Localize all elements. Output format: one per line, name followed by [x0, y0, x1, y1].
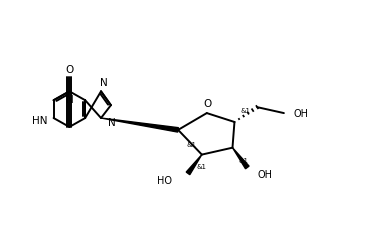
- Text: O: O: [204, 99, 212, 109]
- Text: N: N: [108, 118, 116, 128]
- Text: OH: OH: [257, 170, 272, 180]
- Text: N: N: [65, 95, 73, 105]
- Text: O: O: [65, 65, 74, 75]
- Text: HN: HN: [32, 116, 47, 126]
- Polygon shape: [232, 148, 249, 169]
- Text: N: N: [100, 78, 108, 88]
- Text: &1: &1: [240, 108, 250, 114]
- Text: &1: &1: [197, 164, 207, 170]
- Polygon shape: [101, 118, 179, 132]
- Text: &1: &1: [238, 158, 249, 164]
- Text: &1: &1: [186, 142, 196, 148]
- Text: HO: HO: [157, 176, 172, 186]
- Text: OH: OH: [294, 109, 309, 119]
- Polygon shape: [186, 155, 202, 175]
